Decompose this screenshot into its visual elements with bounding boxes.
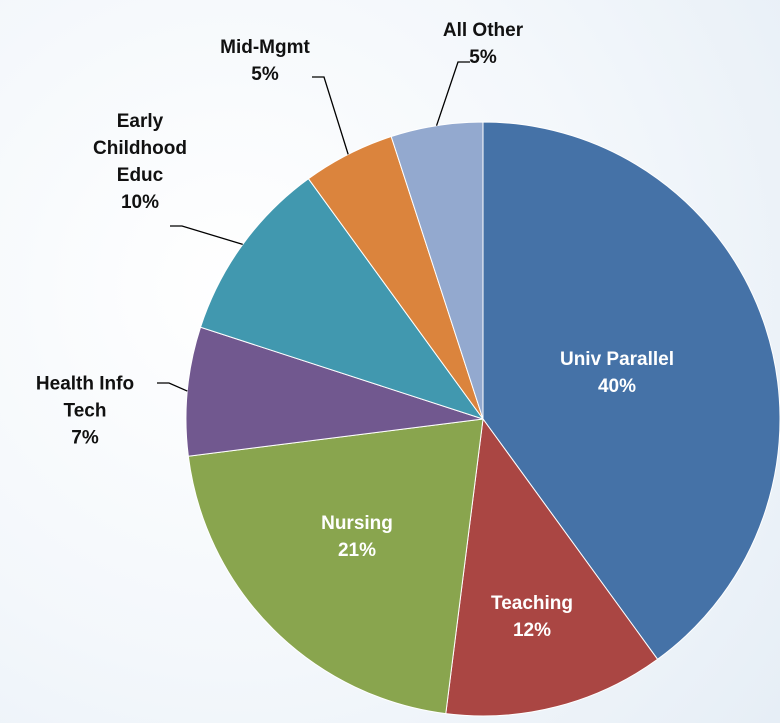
category-label: Nursing	[321, 513, 393, 534]
data-label: Mid-Mgmt 5%	[200, 34, 330, 88]
pie-slice	[187, 418, 484, 715]
data-label: Nursing 21%	[287, 510, 427, 564]
pie-slice	[390, 121, 484, 420]
value-label: 5%	[469, 47, 497, 68]
data-label: Univ Parallel 40%	[517, 346, 717, 400]
leader-line	[435, 61, 470, 126]
data-label: Early Childhood Educ 10%	[83, 108, 198, 216]
leader-line	[157, 382, 188, 392]
value-label: 40%	[597, 376, 637, 397]
data-label: Teaching 12%	[462, 590, 602, 644]
category-label: Health Info Tech	[35, 373, 135, 422]
pie-slice	[482, 121, 780, 660]
value-label: 10%	[120, 192, 160, 213]
category-label: Teaching	[491, 593, 573, 614]
leader-line	[170, 225, 243, 246]
value-label: 21%	[337, 540, 377, 561]
category-label: All Other	[442, 20, 524, 41]
value-label: 5%	[251, 64, 279, 85]
category-label: Univ Parallel	[559, 349, 675, 370]
value-label: 12%	[512, 620, 552, 641]
value-label: 7%	[71, 427, 99, 449]
pie-slice	[445, 417, 659, 717]
data-label: Health Info Tech 7%	[15, 371, 155, 452]
category-label: Mid-Mgmt	[220, 37, 310, 58]
category-label: Early Childhood Educ	[93, 111, 187, 186]
data-label: All Other 5%	[418, 17, 548, 71]
leader-line	[312, 76, 349, 155]
pie-slice	[199, 178, 485, 420]
